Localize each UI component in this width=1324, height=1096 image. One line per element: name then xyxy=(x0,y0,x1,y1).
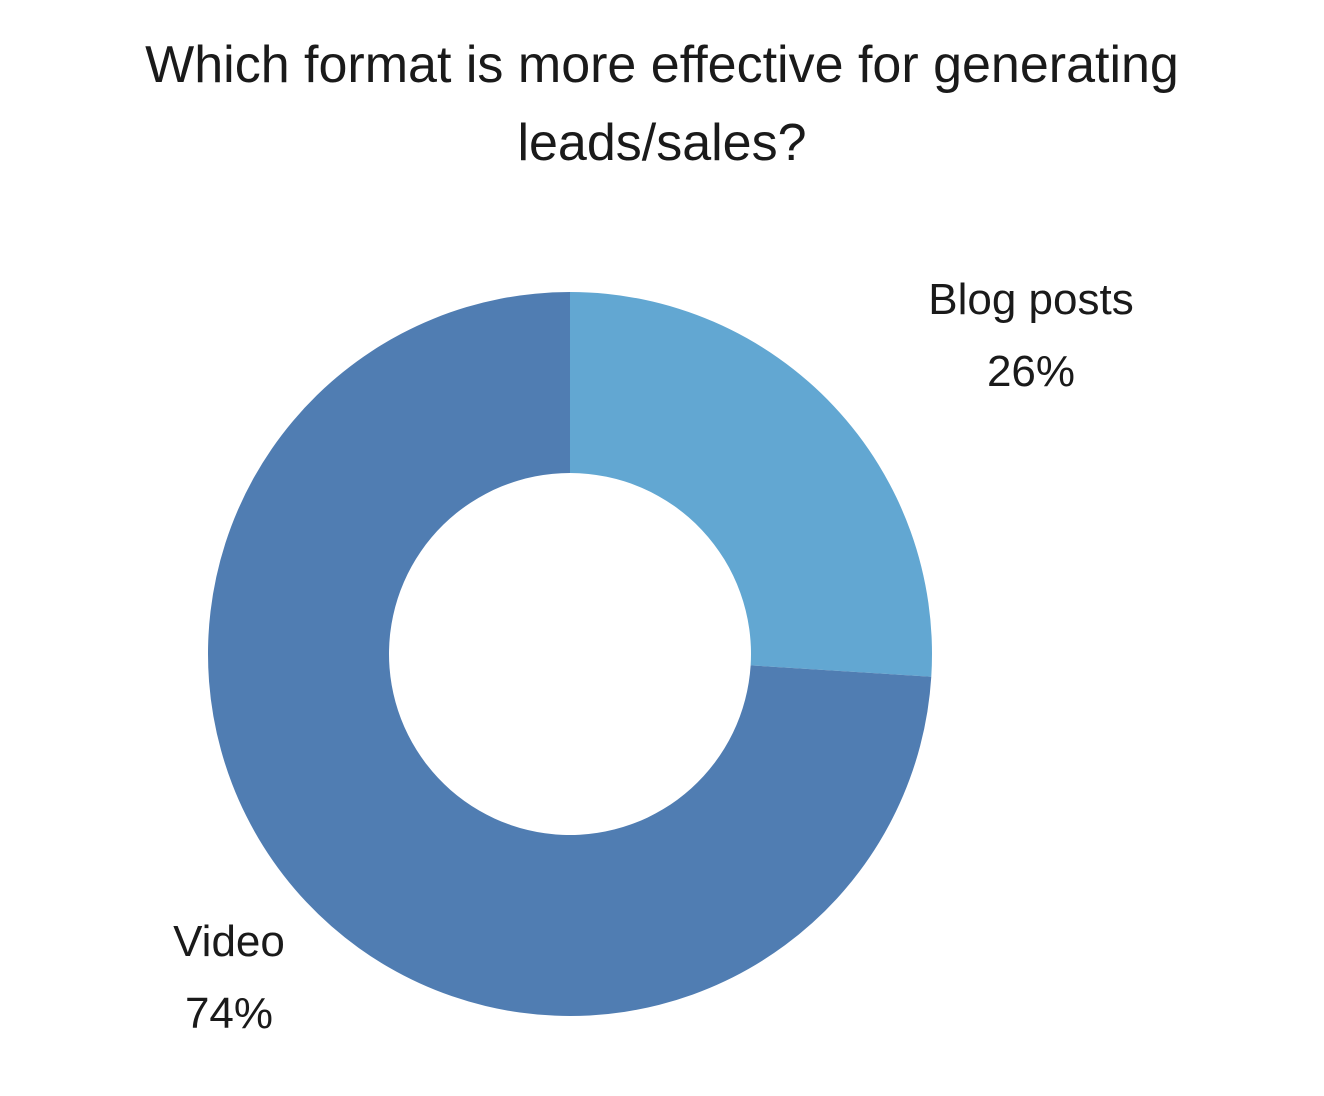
slice-label-video: Video xyxy=(173,917,285,966)
chart-title-line-1: Which format is more effective for gener… xyxy=(145,36,1179,94)
slice-value-video: 74% xyxy=(185,989,273,1038)
slice-value-blog-posts: 26% xyxy=(987,347,1075,396)
chart-title: Which format is more effective for gener… xyxy=(0,26,1324,182)
chart-title-line-2: leads/sales? xyxy=(517,114,807,172)
slice-label-blog-posts: Blog posts xyxy=(928,275,1133,324)
slice-video xyxy=(208,292,932,1016)
donut-slices xyxy=(208,292,933,1016)
slice-labels: Blog posts 26% Video 74% xyxy=(173,275,1134,1038)
slice-blog-posts xyxy=(570,292,933,677)
